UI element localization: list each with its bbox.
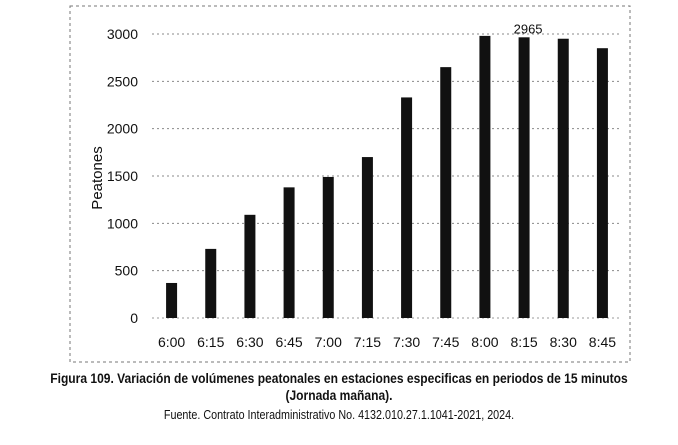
y-tick-label: 3000: [107, 26, 138, 42]
x-tick-label: 6:45: [275, 334, 302, 350]
gridlines: [152, 33, 622, 319]
bar: [205, 248, 217, 318]
bar: [401, 97, 413, 318]
x-tick-label: 6:00: [158, 334, 185, 350]
y-tick-label: 2500: [107, 73, 138, 89]
bars: [166, 35, 608, 319]
y-axis-ticks: 0 500 1000 1500 2000 2500 3000: [107, 26, 138, 326]
bar: [244, 214, 256, 318]
y-axis-label: Peatones: [89, 146, 106, 209]
bar: [361, 157, 373, 318]
bar: [596, 48, 608, 318]
y-tick-label: 500: [115, 263, 139, 279]
x-tick-label: 6:30: [236, 334, 263, 350]
y-tick-label: 0: [130, 310, 138, 326]
bar: [166, 282, 178, 318]
x-tick-label: 7:00: [315, 334, 342, 350]
x-tick-label: 7:15: [354, 334, 381, 350]
x-tick-label: 6:15: [197, 334, 224, 350]
x-tick-label: 7:30: [393, 334, 420, 350]
chart-border: [69, 5, 631, 363]
y-tick-label: 2000: [107, 121, 138, 137]
x-tick-label: 8:30: [550, 334, 577, 350]
bar: [322, 176, 334, 318]
x-tick-label: 8:15: [510, 334, 537, 350]
x-tick-label: 7:45: [432, 334, 459, 350]
x-axis-ticks: 6:00 6:15 6:30 6:45 7:00 7:15 7:30 7:45 8:00 8:15…: [158, 334, 616, 350]
x-tick-label: 8:45: [589, 334, 616, 350]
bar: [283, 187, 295, 318]
bar: [479, 35, 491, 318]
bar: [518, 37, 530, 319]
chart-area: 0 500 1000 1500 2000 2500 3000 6:00 6:15 6:30 6:4…: [69, 5, 631, 363]
bar: [440, 67, 452, 318]
data-label: 2965: [514, 21, 543, 36]
x-tick-label: 8:00: [471, 334, 498, 350]
data-labels: 2965: [514, 21, 543, 36]
bar: [557, 38, 569, 318]
figure-caption: Figura 109. Variación de volúmenes peato…: [50, 370, 628, 403]
bar-chart: 0 500 1000 1500 2000 2500 3000 6:00 6:15 6:30 6:4…: [69, 5, 631, 363]
figure-source: Fuente. Contrato Interadministrativo No.…: [163, 408, 515, 422]
y-tick-label: 1000: [107, 215, 138, 231]
y-tick-label: 1500: [107, 168, 138, 184]
